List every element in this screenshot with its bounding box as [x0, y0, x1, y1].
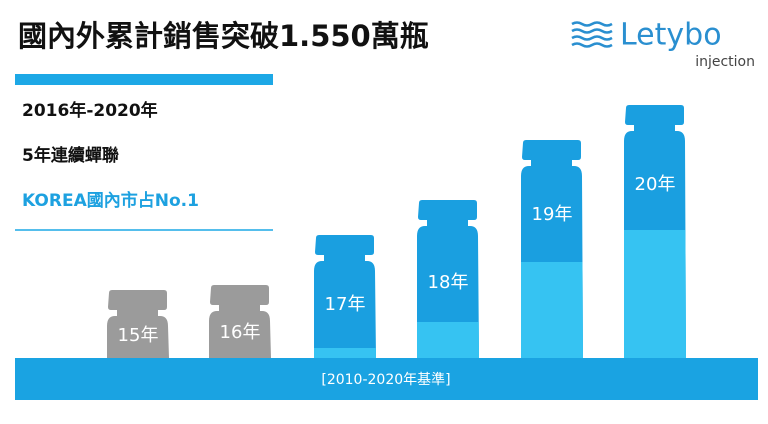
bottle: 19年: [521, 140, 583, 358]
brand-logo: [571, 21, 613, 48]
bottle-label: 20年: [635, 174, 676, 195]
bottle-label: 19年: [532, 204, 573, 225]
bottle-shape: [107, 290, 169, 358]
brand-sub: injection: [695, 54, 755, 70]
brand-name: Letybo: [620, 18, 722, 53]
bottle-lower: [417, 322, 479, 358]
bottle: 16年: [209, 285, 271, 358]
bottle-shape: [314, 235, 376, 358]
bottle-lower: [314, 348, 376, 358]
bottle-label: 16年: [220, 322, 261, 343]
bottle-shape: [209, 285, 271, 358]
claim: 5年連續蟬聯: [22, 145, 119, 166]
bottle: 18年: [417, 200, 479, 358]
bottle-label: 17年: [325, 294, 366, 315]
bottle-label: 15年: [118, 325, 159, 346]
bottle: 15年: [107, 290, 169, 358]
bottle: 17年: [314, 235, 376, 358]
bottle-lower: [624, 230, 686, 358]
base-bar: [15, 358, 758, 400]
bottle-label: 18年: [428, 272, 469, 293]
accent-bar: [15, 74, 273, 85]
bottle-shape: [417, 200, 479, 358]
bottle-lower: [521, 262, 583, 358]
claim: KOREA國內市占No.1: [22, 190, 199, 211]
footer: [2010-2020年基準]: [321, 371, 450, 388]
claim: 2016年-2020年: [22, 100, 158, 121]
bottle: 20年: [624, 105, 686, 358]
title: 國內外累計銷售突破1.550萬瓶: [18, 19, 429, 53]
bottles: 15年 16年 17年 18年 19年 20年: [107, 105, 686, 358]
